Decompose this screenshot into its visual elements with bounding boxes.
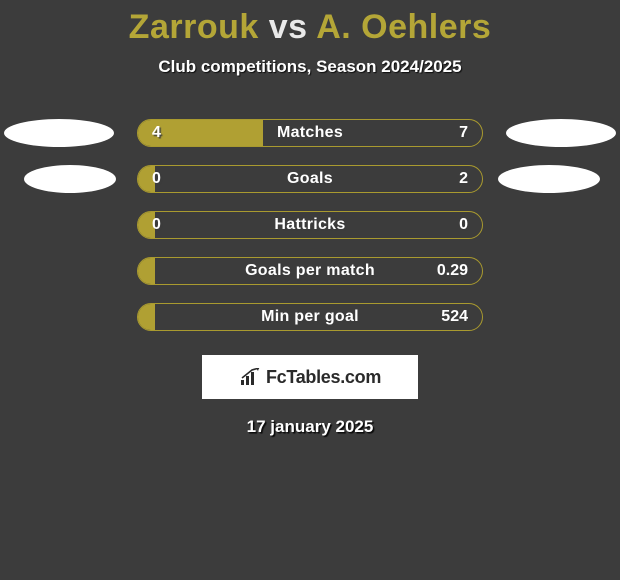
vs-text: vs — [269, 8, 308, 46]
title: Zarrouk vs A. Oehlers — [0, 8, 620, 47]
stat-value-right: 7 — [459, 124, 468, 142]
stat-row: Hattricks0 0 — [0, 211, 620, 239]
brand-box: FcTables.com — [202, 355, 418, 399]
brand-text: FcTables.com — [266, 367, 381, 388]
stat-bar: Goals0 2 — [137, 165, 483, 193]
stat-bar: Min per goal524 — [137, 303, 483, 331]
stat-label: Goals per match — [138, 262, 482, 280]
stat-value-right: 0 — [459, 216, 468, 234]
stat-value-left: 4 — [152, 124, 161, 142]
stat-row: Min per goal524 — [0, 303, 620, 331]
player2-name: A. Oehlers — [316, 8, 491, 46]
comparison-card: Zarrouk vs A. Oehlers Club competitions,… — [0, 0, 620, 437]
stat-value-right: 0.29 — [437, 262, 468, 280]
stat-value-left: 0 — [152, 170, 161, 188]
stat-value-left: 0 — [152, 216, 161, 234]
stat-label: Matches — [138, 124, 482, 142]
stat-row: Goals per match0.29 — [0, 257, 620, 285]
player1-name: Zarrouk — [129, 8, 259, 46]
stat-value-right: 2 — [459, 170, 468, 188]
stat-label: Goals — [138, 170, 482, 188]
subtitle: Club competitions, Season 2024/2025 — [0, 57, 620, 77]
stat-row: Matches4 7 — [0, 119, 620, 147]
stat-value-right: 524 — [441, 308, 468, 326]
stat-row: Goals0 2 — [0, 165, 620, 193]
indicator-ellipse-right — [498, 165, 600, 193]
indicator-ellipse-left — [4, 119, 114, 147]
stat-bar: Matches4 7 — [137, 119, 483, 147]
stat-rows: Matches47Goals02Hattricks00Goals per mat… — [0, 119, 620, 331]
chart-icon — [239, 368, 261, 386]
stat-label: Min per goal — [138, 308, 482, 326]
indicator-ellipse-right — [506, 119, 616, 147]
stat-bar: Hattricks0 0 — [137, 211, 483, 239]
date: 17 january 2025 — [0, 417, 620, 437]
stat-label: Hattricks — [138, 216, 482, 234]
stat-bar: Goals per match0.29 — [137, 257, 483, 285]
indicator-ellipse-left — [24, 165, 116, 193]
